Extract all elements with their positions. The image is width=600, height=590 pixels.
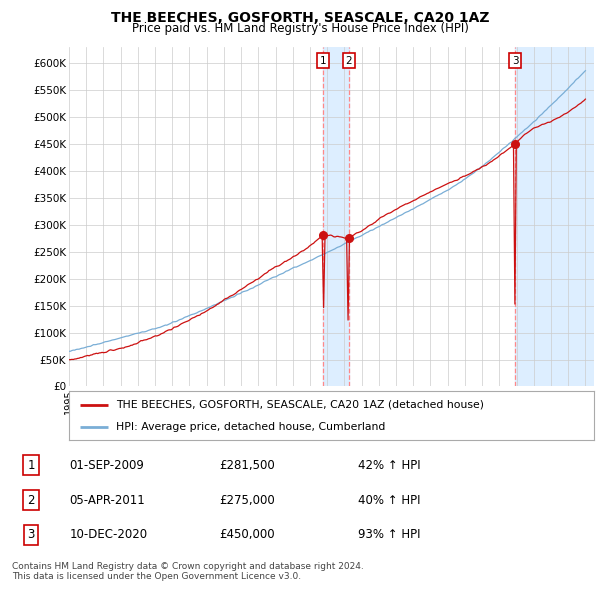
Text: 3: 3 (28, 529, 35, 542)
Text: Price paid vs. HM Land Registry's House Price Index (HPI): Price paid vs. HM Land Registry's House … (131, 22, 469, 35)
Text: 10-DEC-2020: 10-DEC-2020 (70, 529, 148, 542)
Text: 2: 2 (27, 493, 35, 507)
Text: £275,000: £275,000 (220, 493, 275, 507)
Text: 3: 3 (512, 55, 518, 65)
Text: 93% ↑ HPI: 93% ↑ HPI (358, 529, 420, 542)
Text: £450,000: £450,000 (220, 529, 275, 542)
Bar (323, 47, 349, 386)
Text: THE BEECHES, GOSFORTH, SEASCALE, CA20 1AZ: THE BEECHES, GOSFORTH, SEASCALE, CA20 1A… (111, 11, 489, 25)
Text: THE BEECHES, GOSFORTH, SEASCALE, CA20 1AZ (detached house): THE BEECHES, GOSFORTH, SEASCALE, CA20 1A… (116, 399, 484, 409)
Text: 05-APR-2011: 05-APR-2011 (70, 493, 145, 507)
Text: £281,500: £281,500 (220, 458, 275, 471)
Text: HPI: Average price, detached house, Cumberland: HPI: Average price, detached house, Cumb… (116, 422, 386, 432)
Text: Contains HM Land Registry data © Crown copyright and database right 2024.
This d: Contains HM Land Registry data © Crown c… (12, 562, 364, 581)
Bar (515, 47, 594, 386)
Text: 42% ↑ HPI: 42% ↑ HPI (358, 458, 420, 471)
Text: 01-SEP-2009: 01-SEP-2009 (70, 458, 145, 471)
Text: 2: 2 (346, 55, 352, 65)
Text: 40% ↑ HPI: 40% ↑ HPI (358, 493, 420, 507)
Text: 1: 1 (320, 55, 326, 65)
Text: 1: 1 (27, 458, 35, 471)
